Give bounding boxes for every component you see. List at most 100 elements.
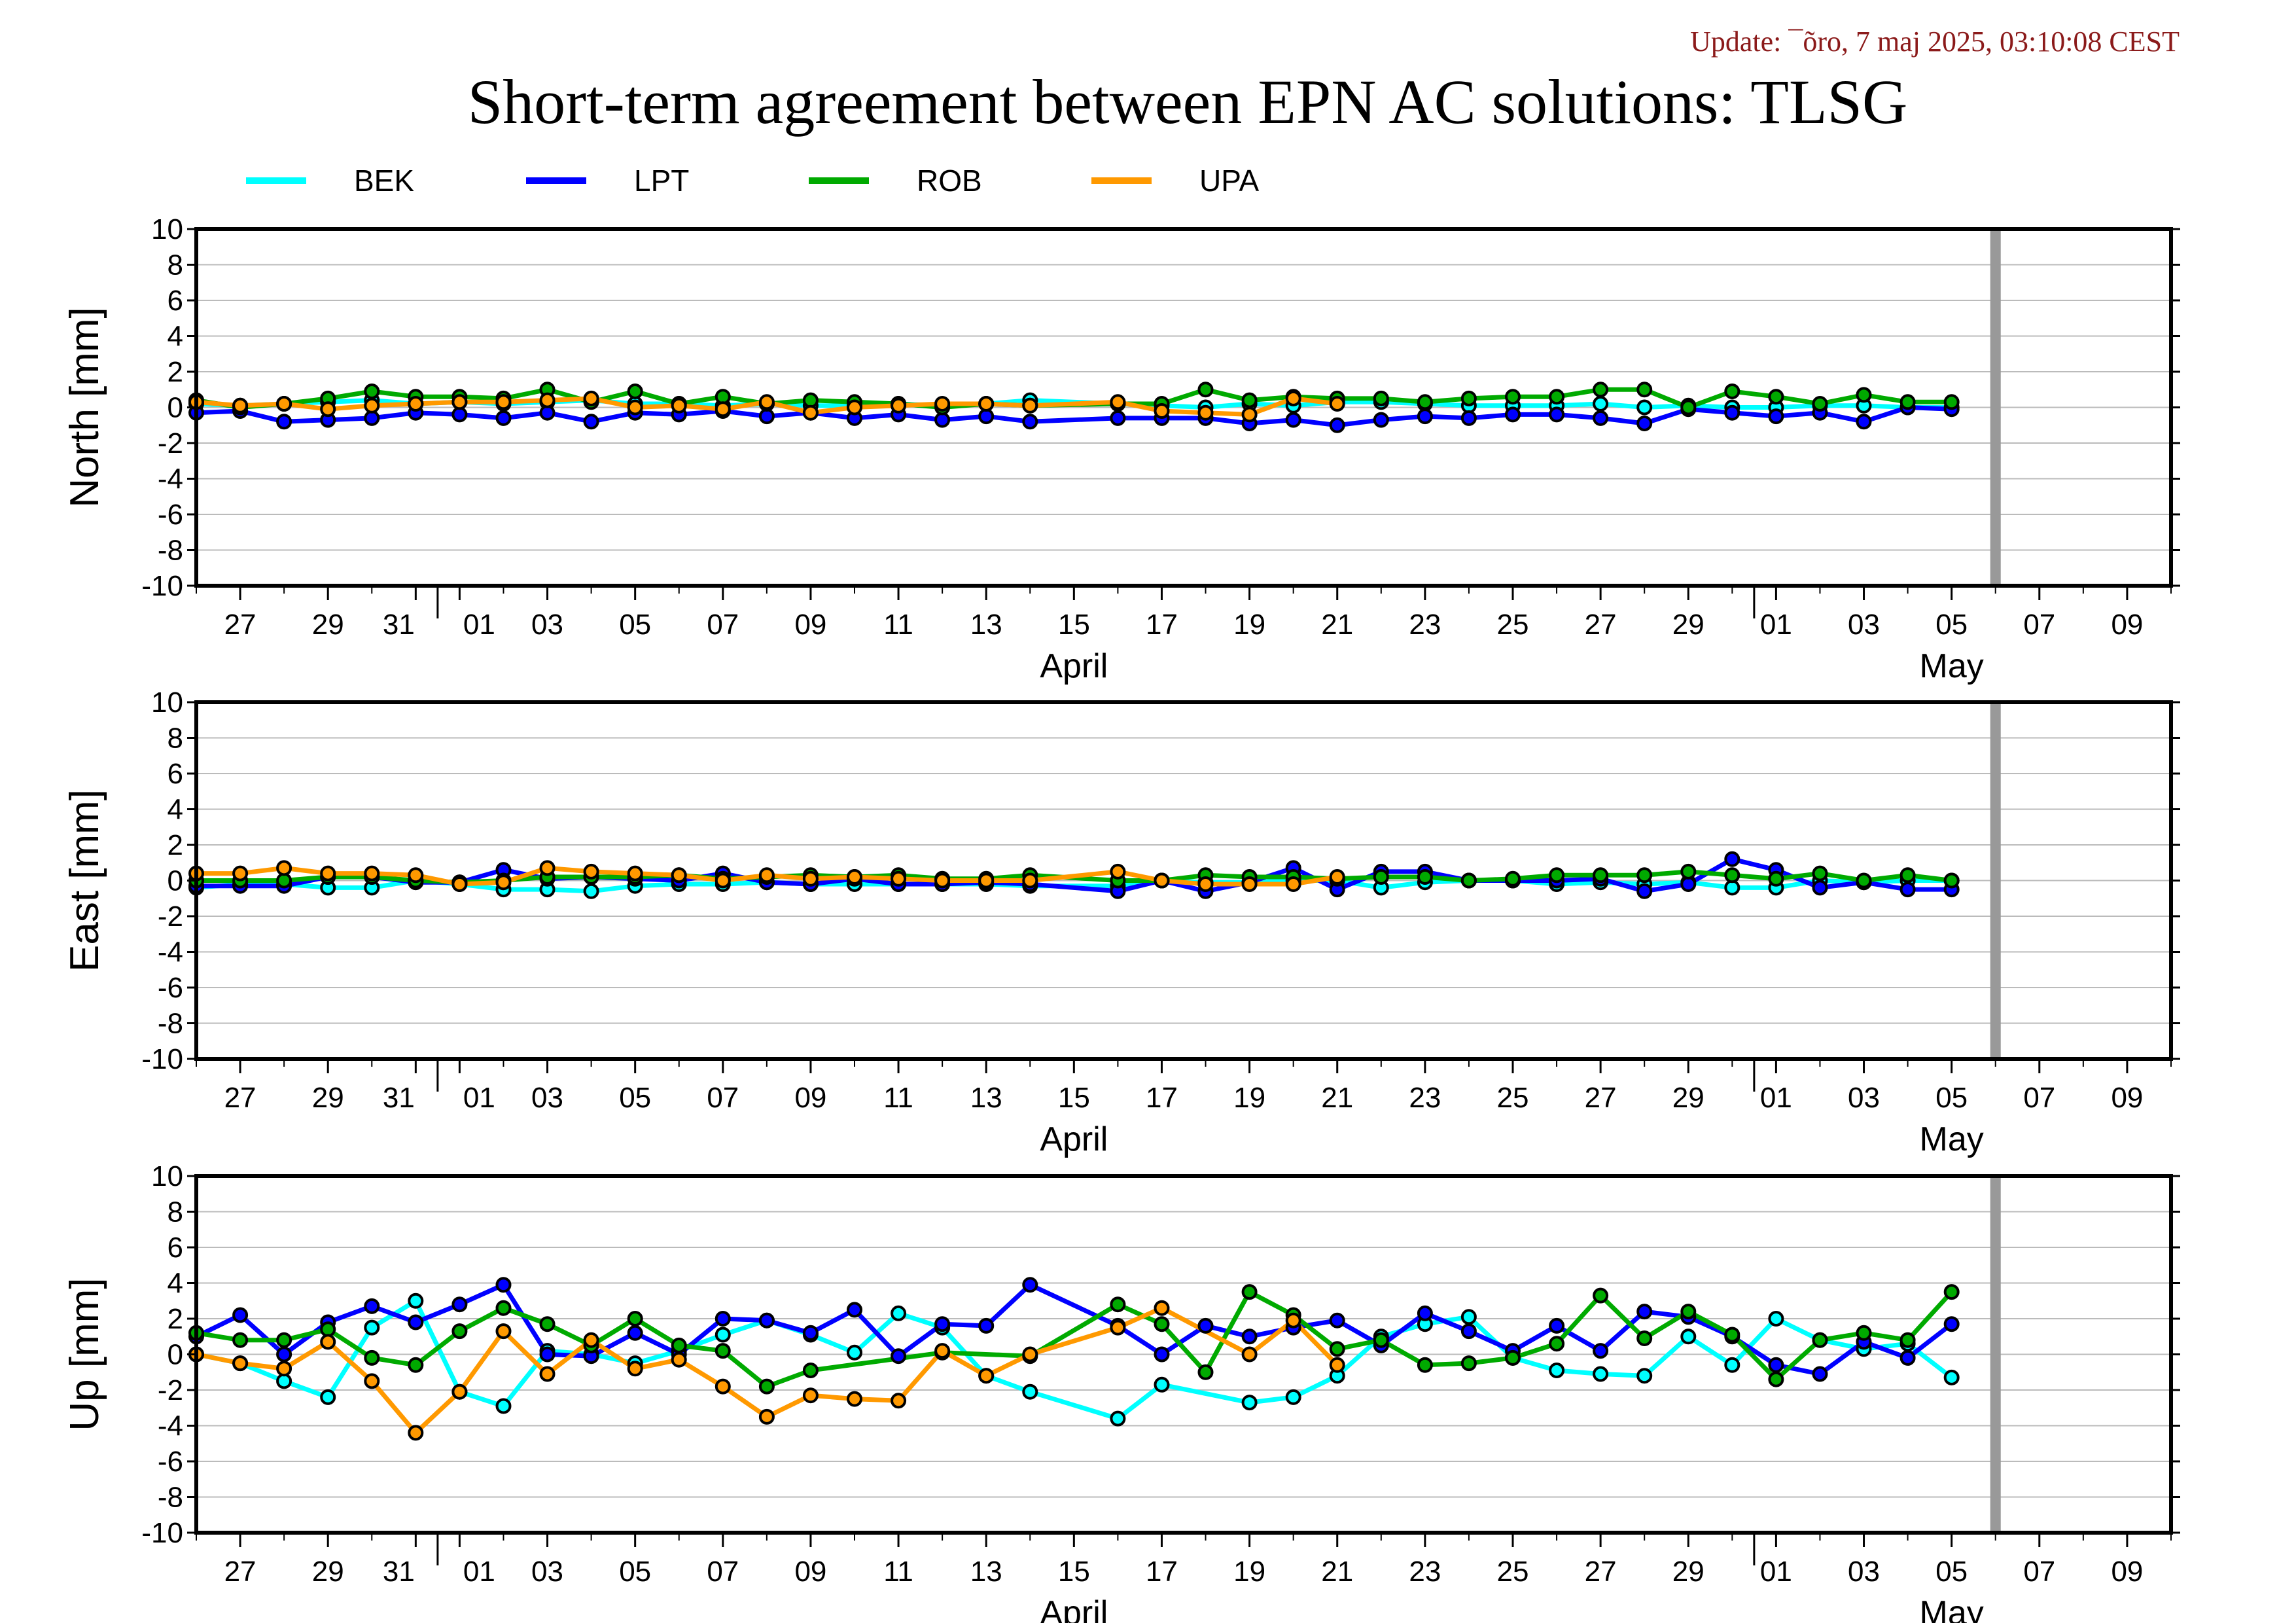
x-tick-label: 05	[619, 1556, 651, 1588]
data-point-bek	[1549, 1363, 1565, 1378]
data-point-upa	[802, 870, 819, 887]
data-point-upa	[408, 867, 424, 883]
data-point-upa	[671, 397, 687, 414]
data-point-rob	[1943, 872, 1960, 889]
data-point-lpt	[758, 1312, 775, 1329]
data-point-rob	[1505, 870, 1521, 887]
data-point-upa	[364, 397, 380, 414]
x-tick-label: 29	[312, 1082, 344, 1114]
data-point-rob	[320, 1321, 336, 1338]
data-point-bek	[583, 883, 599, 899]
data-point-upa	[1154, 872, 1170, 889]
series-line-lpt	[196, 405, 1952, 428]
data-point-rob	[364, 1349, 380, 1366]
data-point-upa	[408, 396, 424, 412]
y-tick-label: -10	[141, 570, 183, 602]
data-point-lpt	[1856, 414, 1872, 430]
data-point-lpt	[1636, 416, 1653, 431]
data-point-rob	[1680, 399, 1697, 416]
x-tick-label: 09	[2111, 1082, 2143, 1114]
data-point-rob	[1899, 867, 1916, 883]
data-point-bek	[1593, 396, 1609, 412]
y-tick-label: -8	[158, 1008, 183, 1040]
data-point-upa	[758, 1408, 775, 1425]
data-point-bek	[1636, 399, 1653, 416]
data-point-bek	[320, 1389, 336, 1405]
data-point-rob	[1593, 382, 1609, 398]
data-point-lpt	[1373, 412, 1389, 428]
y-tick-label: -2	[158, 901, 183, 933]
data-point-rob	[1768, 1371, 1784, 1387]
x-tick-label: 01	[463, 1082, 495, 1114]
data-point-upa	[1110, 863, 1126, 880]
x-tick-label: 27	[1585, 1556, 1617, 1588]
data-point-upa	[627, 865, 643, 882]
data-point-bek	[364, 1319, 380, 1336]
x-tick-label: 07	[707, 609, 739, 641]
y-tick-label: -10	[141, 1043, 183, 1075]
update-timestamp: Update: ¯õro, 7 maj 2025, 03:10:08 CEST	[1690, 26, 2180, 58]
x-tick-label: 23	[1409, 1082, 1441, 1114]
data-point-lpt	[1768, 408, 1784, 425]
legend-label-lpt: LPT	[634, 164, 689, 198]
data-point-rob	[758, 1378, 775, 1395]
data-point-upa	[276, 396, 292, 412]
data-point-rob	[1549, 867, 1565, 883]
data-point-upa	[232, 865, 249, 882]
data-point-upa	[978, 872, 995, 889]
data-point-bek	[1154, 1376, 1170, 1393]
data-point-bek	[1022, 1383, 1038, 1400]
data-point-upa	[495, 394, 512, 410]
legend-label-upa: UPA	[1199, 164, 1259, 198]
data-point-upa	[715, 872, 731, 889]
data-point-rob	[495, 1300, 512, 1316]
x-tick-label: 11	[883, 609, 913, 641]
data-point-upa	[495, 874, 512, 891]
x-tick-label: 27	[1585, 609, 1617, 641]
data-point-upa	[1241, 406, 1258, 423]
series-line-lpt	[195, 1282, 1953, 1376]
x-tick-label: 21	[1321, 1082, 1353, 1114]
x-tick-label: 09	[794, 1556, 826, 1588]
data-point-lpt	[1110, 410, 1126, 426]
data-point-bek	[495, 1398, 512, 1414]
data-point-lpt	[451, 1296, 468, 1313]
y-tick-label: 4	[168, 794, 183, 826]
data-point-upa	[934, 1343, 951, 1359]
x-tick-label: 01	[1760, 609, 1792, 641]
data-point-rob	[1460, 1355, 1477, 1372]
data-point-rob	[276, 872, 292, 889]
data-point-rob	[1154, 1316, 1170, 1332]
x-tick-label: 19	[1233, 609, 1265, 641]
data-point-rob	[1943, 1284, 1960, 1300]
x-tick-label: 07	[707, 1556, 739, 1588]
data-point-rob	[276, 1332, 292, 1348]
x-tick-label: 05	[1935, 1556, 1968, 1588]
y-tick-label: -6	[158, 1446, 183, 1478]
data-point-rob	[1417, 1357, 1433, 1373]
data-point-lpt	[1812, 1366, 1828, 1382]
data-point-rob	[1241, 392, 1258, 408]
data-point-upa	[276, 860, 292, 876]
month-label: May	[1920, 1594, 1984, 1623]
data-point-bek	[1241, 1395, 1258, 1411]
data-point-lpt	[1899, 1349, 1916, 1366]
data-point-upa	[539, 392, 556, 408]
data-point-lpt	[627, 1325, 643, 1341]
data-point-bek	[408, 1293, 424, 1309]
x-tick-label: 03	[1848, 1556, 1880, 1588]
x-tick-label: 05	[619, 1082, 651, 1114]
data-point-upa	[1329, 869, 1345, 885]
legend: BEK LPT ROB UPA	[246, 164, 1259, 198]
data-point-lpt	[583, 414, 599, 430]
data-point-bek	[1636, 1368, 1653, 1384]
data-point-rob	[1680, 863, 1697, 880]
x-tick-label: 29	[1672, 1556, 1704, 1588]
x-tick-label: 05	[1935, 1082, 1968, 1114]
x-tick-label: 05	[1935, 609, 1968, 641]
data-point-upa	[1241, 876, 1258, 892]
x-tick-label: 07	[2023, 1556, 2055, 1588]
data-point-lpt	[978, 408, 995, 425]
month-label: April	[1040, 647, 1108, 685]
